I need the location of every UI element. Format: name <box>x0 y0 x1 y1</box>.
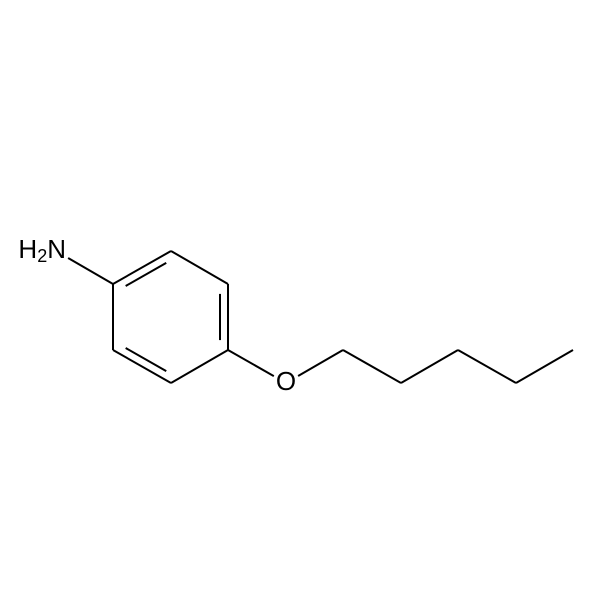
bond-line <box>298 350 343 376</box>
bond-line <box>171 251 228 284</box>
molecule-diagram: H2N O <box>0 0 600 600</box>
bond-line <box>228 350 274 376</box>
atom-label-amine: H2N <box>18 234 66 266</box>
atom-label-oxygen: O <box>276 366 296 396</box>
bond-line <box>113 251 171 284</box>
bond-line <box>458 350 516 383</box>
bond-line <box>113 350 171 383</box>
bond-line <box>68 258 113 284</box>
bond-line <box>171 350 228 383</box>
bond-line <box>343 350 401 383</box>
bond-line <box>401 350 458 383</box>
bond-line <box>516 350 573 383</box>
